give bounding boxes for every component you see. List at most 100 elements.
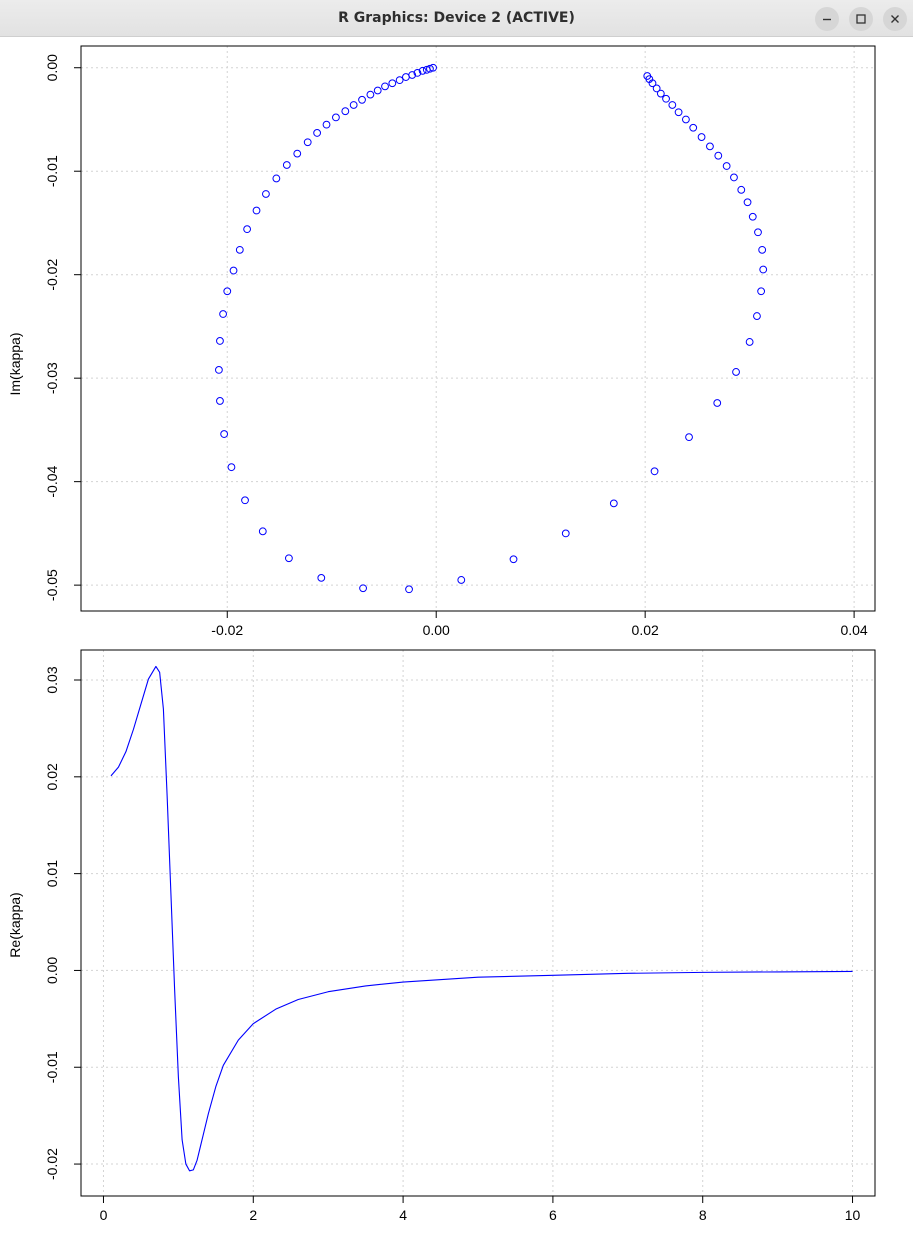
y-tick-label: -0.01 [44,155,60,187]
data-point [759,265,768,274]
y-tick-label: -0.04 [44,465,60,497]
data-point [317,573,326,582]
data-point [402,73,410,81]
data-point [509,555,518,564]
title-bar: R Graphics: Device 2 (ACTIVE) [0,0,913,37]
data-point [757,287,766,296]
data-point [714,151,723,160]
y-tick-label: 0.00 [44,957,60,984]
data-point [219,310,227,318]
y-axis: 0.00 -0.01 -0.02 -0.03 -0.04 -0.05 [44,54,81,601]
data-point [685,433,693,442]
x-tick-label: 4 [399,1207,407,1223]
data-point [753,312,761,320]
data-point [706,142,714,151]
data-point [426,64,434,73]
data-point [341,107,350,116]
data-point [373,86,382,95]
data-point [754,228,762,237]
maximize-icon [856,14,866,24]
data-point [650,467,659,476]
data-point [674,108,683,117]
y-tick-label: -0.05 [44,569,60,601]
data-point [737,185,746,194]
data-point [227,463,236,472]
x-tick-label: 10 [845,1207,861,1223]
data-point [381,82,389,91]
line-series [110,665,853,1172]
x-tick-label: 0.04 [840,622,867,638]
data-point [643,72,652,80]
data-point [216,337,224,345]
grid [81,650,875,1196]
y-axis: 0.03 0.02 0.01 0.00 -0.01 -0.02 [44,666,81,1180]
data-point [229,266,238,275]
y-tick-label: -0.02 [44,259,60,291]
data-point [322,120,331,129]
data-point [457,576,466,584]
minimize-button[interactable] [815,7,839,31]
window-title: R Graphics: Device 2 (ACTIVE) [338,10,575,26]
data-point [561,529,570,538]
y-tick-label: 0.02 [44,763,60,790]
x-axis: 0 2 4 6 8 10 [100,1196,861,1223]
plot-canvas: -0.02 0.00 0.02 0.04 0.00 -0.01 -0.02 -0.03 -0.… [7,45,876,1223]
data-point [405,585,413,594]
data-point [262,190,270,198]
data-point [745,338,754,346]
y-tick-label: -0.02 [44,1148,60,1180]
data-point [413,69,422,77]
x-tick-label: -0.02 [211,622,243,638]
y-tick-label: 0.01 [44,860,60,887]
maximize-button[interactable] [849,7,873,31]
data-point [388,79,397,88]
data-point [682,115,690,124]
data-point [732,368,740,376]
y-tick-label: -0.01 [44,1051,60,1083]
data-point [216,397,224,405]
y-tick-label: 0.03 [44,666,60,693]
data-point [662,94,670,103]
x-tick-label: 0 [100,1207,108,1223]
data-point [748,212,757,221]
data-point [743,198,752,207]
data-point [395,76,404,85]
x-tick-label: 8 [699,1207,707,1223]
plot-frame [80,649,876,1197]
data-point [258,527,267,536]
data-point [358,95,366,104]
close-icon [891,15,899,23]
data-point [713,399,722,407]
close-button[interactable] [883,7,907,31]
minimize-icon [823,18,831,21]
x-tick-label: 6 [549,1207,557,1223]
data-point [730,173,738,182]
data-point [697,133,706,141]
data-point [223,287,232,296]
data-point [689,123,698,132]
data-point [359,584,367,593]
data-point [272,174,281,183]
data-point [349,101,358,109]
data-point [215,365,223,374]
x-tick-label: 2 [249,1207,257,1223]
x-tick-label: 0.02 [632,622,659,638]
re-kappa-panel: 0 2 4 6 8 10 0.03 0.02 0.01 0.00 -0.01 -0.02 Re(ka… [7,649,876,1223]
data-point [418,66,427,75]
data-point [282,161,291,169]
grid [81,46,875,611]
data-point [293,149,302,158]
data-point [609,499,618,508]
data-point [656,89,665,98]
data-point [220,430,229,438]
im-kappa-panel: -0.02 0.00 0.02 0.04 0.00 -0.01 -0.02 -0.03 -0.… [7,45,876,638]
data-point [243,225,252,234]
data-point [303,138,312,147]
x-tick-label: 0.00 [423,622,450,638]
data-point [366,90,375,99]
plot-frame [80,45,876,612]
data-point [722,162,731,170]
scatter-points [215,63,768,594]
data-point [313,129,322,137]
